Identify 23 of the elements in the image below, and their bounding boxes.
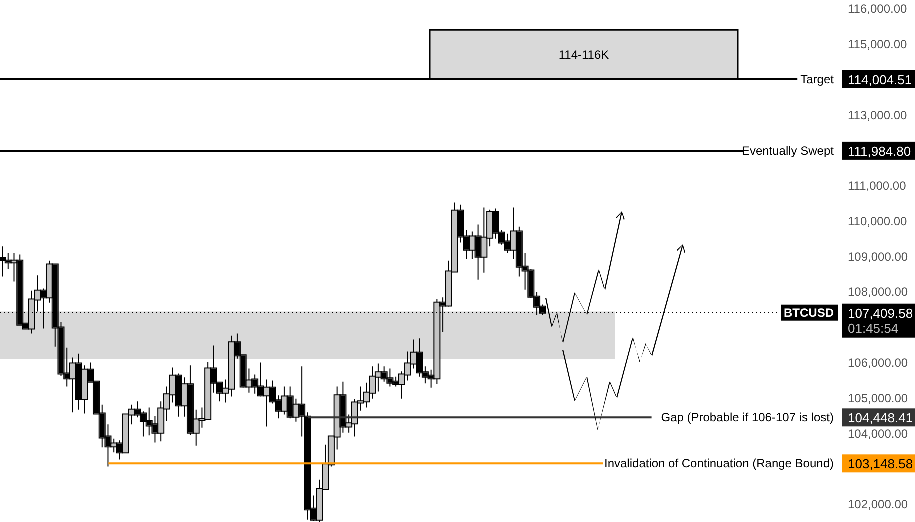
text: 01:45:54 (848, 320, 899, 336)
band-label: 114-116K (558, 48, 610, 62)
y-tick-label: 115,000.00 (848, 37, 908, 52)
ref-line-label: Target (800, 72, 835, 86)
y-tick-label: 111,000.00 (848, 179, 907, 194)
y-tick-label: 110,000.00 (848, 214, 908, 228)
text: 103,148.58 (848, 456, 914, 472)
text: 111,984.80 (848, 144, 912, 159)
ref-line-label: Gap (Probable if 106-107 is lost) (661, 410, 834, 425)
y-tick-label: 102,000.00 (848, 498, 908, 512)
text: 107,409.58 (848, 306, 914, 321)
ref-line-label: Invalidation of Continuation (Range Bound) (604, 456, 834, 471)
y-tick-label: 104,000.00 (848, 426, 908, 441)
text: 104,448.41 (848, 410, 914, 426)
y-tick-label: 105,000.00 (848, 391, 908, 406)
y-tick-label: 109,000.00 (848, 250, 908, 264)
text: 114,004.51 (848, 72, 912, 88)
ref-line-label: Eventually Swept (742, 144, 835, 158)
ref-line-label: BTCUSD (784, 306, 834, 320)
y-tick-label: 113,000.00 (848, 108, 908, 122)
y-tick-label: 106,000.00 (848, 356, 908, 370)
y-tick-label: 116,000.00 (848, 2, 908, 16)
y-tick-label: 108,000.00 (848, 285, 908, 300)
